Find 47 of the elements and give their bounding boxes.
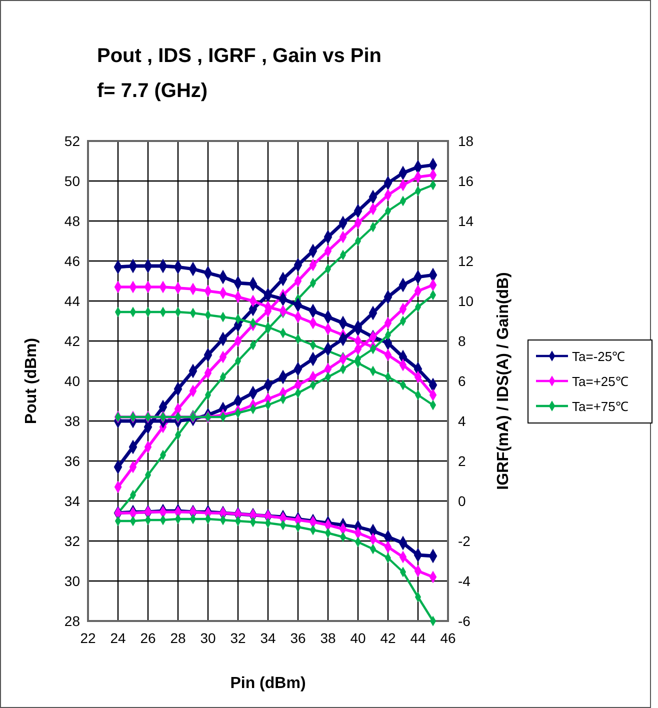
y-tick-label: 44 <box>64 293 80 309</box>
y-tick-label: 48 <box>64 213 80 229</box>
y2-tick-label: -4 <box>458 573 471 589</box>
y-axis-title: Pout (dBm) <box>23 338 40 424</box>
x-tick-label: 38 <box>320 630 336 646</box>
y2-tick-label: 0 <box>458 493 466 509</box>
x-tick-label: 46 <box>440 630 456 646</box>
y-tick-label: 34 <box>64 493 80 509</box>
y-tick-label: 50 <box>64 173 80 189</box>
y-tick-label: 42 <box>64 333 80 349</box>
legend-label: Ta=+75℃ <box>572 399 628 414</box>
x-tick-label: 40 <box>350 630 366 646</box>
x-tick-label: 34 <box>260 630 276 646</box>
x-tick-label: 32 <box>230 630 246 646</box>
chart-title: Pout , IDS , IGRF , Gain vs Pin <box>97 45 382 67</box>
y-tick-label: 52 <box>64 133 80 149</box>
y2-axis-title: IGRF(mA) / IDS(A) / Gain(dB) <box>495 272 512 490</box>
y2-tick-label: 4 <box>458 413 466 429</box>
y-tick-label: 38 <box>64 413 80 429</box>
y2-tick-label: -2 <box>458 533 471 549</box>
x-tick-label: 24 <box>110 630 126 646</box>
y2-tick-label: 10 <box>458 293 474 309</box>
y2-tick-label: -6 <box>458 613 471 629</box>
x-tick-label: 42 <box>380 630 396 646</box>
x-tick-label: 28 <box>170 630 186 646</box>
y-tick-label: 28 <box>64 613 80 629</box>
y-tick-label: 40 <box>64 373 80 389</box>
legend-label: Ta=-25℃ <box>572 349 626 364</box>
y-tick-label: 46 <box>64 253 80 269</box>
y-tick-label: 32 <box>64 533 80 549</box>
y2-tick-label: 12 <box>458 253 474 269</box>
chart-subtitle: f= 7.7 (GHz) <box>97 80 208 102</box>
y-tick-label: 30 <box>64 573 80 589</box>
y2-tick-label: 6 <box>458 373 466 389</box>
x-axis-title: Pin (dBm) <box>230 675 306 692</box>
x-tick-label: 22 <box>80 630 96 646</box>
y2-tick-label: 8 <box>458 333 466 349</box>
x-tick-label: 26 <box>140 630 156 646</box>
x-tick-label: 30 <box>200 630 216 646</box>
y2-tick-label: 14 <box>458 213 474 229</box>
y2-tick-label: 18 <box>458 133 474 149</box>
y2-tick-label: 2 <box>458 453 466 469</box>
x-tick-label: 44 <box>410 630 426 646</box>
y-tick-label: 36 <box>64 453 80 469</box>
y2-tick-label: 16 <box>458 173 474 189</box>
legend-label: Ta=+25℃ <box>572 374 628 389</box>
x-tick-label: 36 <box>290 630 306 646</box>
